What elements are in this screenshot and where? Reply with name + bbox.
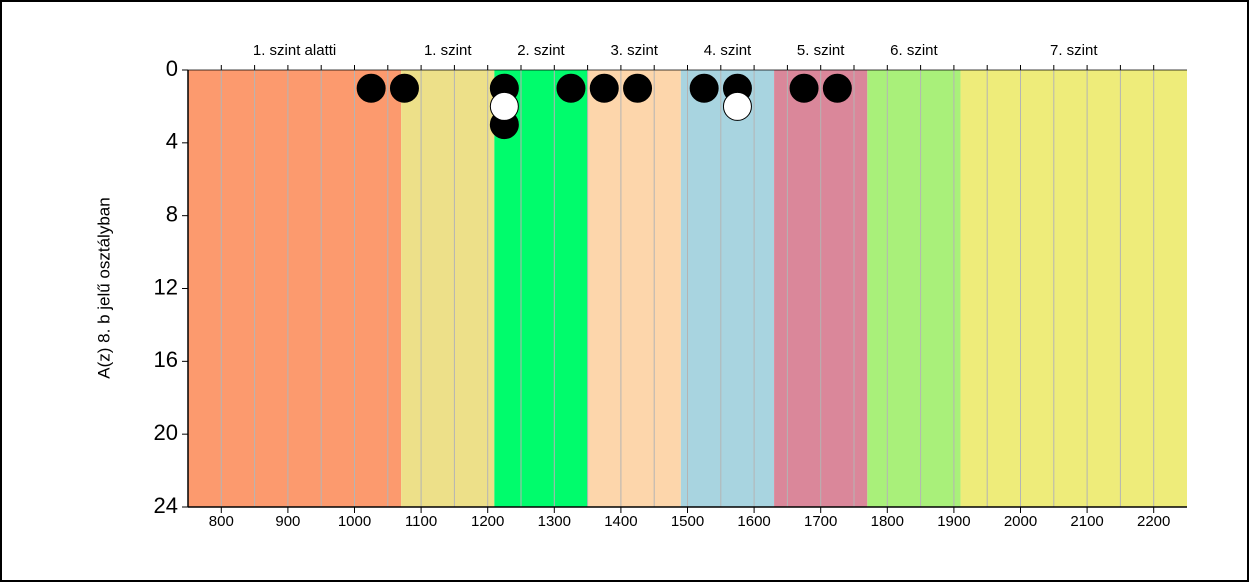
y-tick-label: 0 xyxy=(166,56,178,81)
point xyxy=(789,73,819,103)
x-tick-label: 1300 xyxy=(538,513,571,530)
x-tick-label: 1500 xyxy=(671,513,704,530)
level-band xyxy=(587,70,681,507)
level-band xyxy=(401,70,495,507)
level-label: 5. szint xyxy=(797,42,845,59)
x-tick-label: 2200 xyxy=(1137,513,1170,530)
x-tick-label: 800 xyxy=(209,513,234,530)
level-band xyxy=(188,70,402,507)
point xyxy=(722,91,752,121)
y-tick-label: 8 xyxy=(166,201,178,226)
level-band xyxy=(680,70,775,507)
y-tick-label: 4 xyxy=(166,129,178,154)
x-tick-label: 2000 xyxy=(1004,513,1037,530)
level-band xyxy=(867,70,961,507)
level-label: 3. szint xyxy=(610,42,658,59)
point xyxy=(822,73,852,103)
y-tick-label: 12 xyxy=(154,274,178,299)
y-tick-label: 24 xyxy=(154,493,178,518)
x-tick-label: 1200 xyxy=(471,513,504,530)
point xyxy=(589,73,619,103)
y-tick-label: 16 xyxy=(154,347,178,372)
level-band xyxy=(494,70,588,507)
level-label: 4. szint xyxy=(704,42,752,59)
level-label: 6. szint xyxy=(890,42,938,59)
y-axis-label: A(z) 8. b jelű osztályban xyxy=(94,197,113,378)
x-tick-label: 1400 xyxy=(604,513,637,530)
x-tick-label: 1000 xyxy=(338,513,371,530)
point xyxy=(623,73,653,103)
point xyxy=(556,73,586,103)
point xyxy=(389,73,419,103)
x-tick-label: 2100 xyxy=(1070,513,1103,530)
x-tick-label: 900 xyxy=(275,513,300,530)
level-band xyxy=(960,70,1187,507)
level-label: 2. szint xyxy=(517,42,565,59)
x-tick-label: 1800 xyxy=(871,513,904,530)
level-label: 1. szint alatti xyxy=(253,42,336,59)
x-tick-label: 1900 xyxy=(937,513,970,530)
x-tick-label: 1100 xyxy=(405,513,437,530)
point xyxy=(689,73,719,103)
x-tick-label: 1600 xyxy=(737,513,770,530)
level-label: 1. szint xyxy=(424,42,472,59)
x-tick-label: 1700 xyxy=(804,513,837,530)
point xyxy=(356,73,386,103)
point xyxy=(489,91,519,121)
y-tick-label: 20 xyxy=(154,420,178,445)
level-label: 7. szint xyxy=(1050,42,1098,59)
